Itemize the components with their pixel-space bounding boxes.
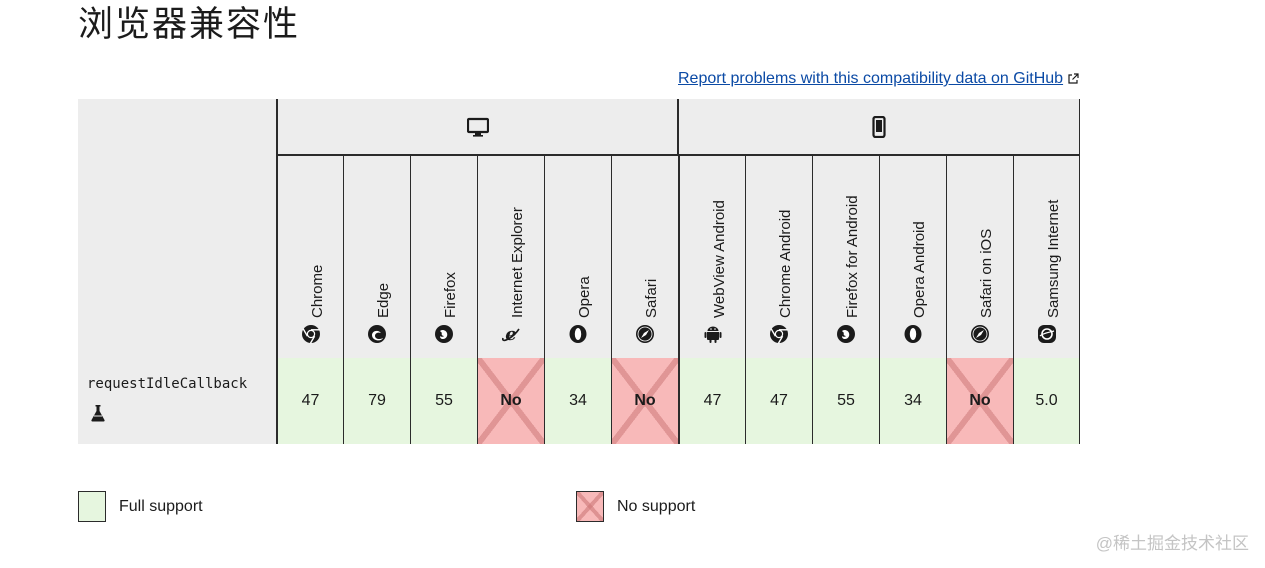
support-cell-internet-explorer[interactable]: No <box>477 358 544 444</box>
browser-header-opera-android: Opera Android <box>879 156 946 358</box>
browser-header-chrome: Chrome <box>276 156 343 358</box>
support-cell-firefox-for-android[interactable]: 55 <box>812 358 879 444</box>
browser-header-firefox-for-android: Firefox for Android <box>812 156 879 358</box>
support-value: 79 <box>368 392 386 409</box>
firefox-icon <box>434 324 454 344</box>
support-cell-opera[interactable]: 34 <box>544 358 611 444</box>
desktop-icon <box>466 117 489 137</box>
chrome-icon <box>769 324 789 344</box>
support-cell-chrome[interactable]: 47 <box>276 358 343 444</box>
support-cell-webview-android[interactable]: 47 <box>678 358 745 444</box>
support-value: No <box>500 392 522 409</box>
safari-icon <box>970 324 990 344</box>
chrome-icon <box>301 324 321 344</box>
feature-name[interactable]: requestIdleCallback <box>87 376 248 392</box>
legend-full-support: Full support <box>78 491 203 522</box>
browser-header-opera: Opera <box>544 156 611 358</box>
feature-row-header: requestIdleCallback <box>78 358 276 444</box>
support-cell-chrome-android[interactable]: 47 <box>745 358 812 444</box>
report-link-label: Report problems with this compatibility … <box>678 70 1064 87</box>
support-cell-edge[interactable]: 79 <box>343 358 410 444</box>
firefox-icon <box>836 324 856 344</box>
support-cell-firefox[interactable]: 55 <box>410 358 477 444</box>
no-support-swatch <box>576 491 604 522</box>
report-problems-link[interactable]: Report problems with this compatibility … <box>678 70 1079 88</box>
edge-icon <box>367 324 387 344</box>
compatibility-table: Chrome Edge Firefox Internet Explorer e Opera… <box>78 99 1080 444</box>
safari-icon <box>635 324 655 344</box>
browser-header-internet-explorer: Internet Explorer e <box>477 156 544 358</box>
browser-header-chrome-android: Chrome Android <box>745 156 812 358</box>
support-value: 47 <box>301 392 320 409</box>
support-value: 34 <box>569 392 587 409</box>
external-link-icon <box>1068 73 1079 84</box>
android-icon <box>703 324 723 344</box>
support-value: 55 <box>837 392 855 409</box>
browser-header-samsung-internet: Samsung Internet <box>1013 156 1080 358</box>
support-cell-opera-android[interactable]: 34 <box>879 358 946 444</box>
support-value: 47 <box>703 392 722 409</box>
svg-text:e: e <box>505 324 516 344</box>
support-value: No <box>634 392 656 409</box>
support-value: 47 <box>770 392 788 409</box>
support-cell-safari[interactable]: No <box>611 358 678 444</box>
support-value: 34 <box>904 392 922 409</box>
browser-header-safari: Safari <box>611 156 678 358</box>
mobile-icon <box>872 115 886 138</box>
full-support-label: Full support <box>119 497 203 515</box>
browser-header-webview-android: WebView Android <box>678 156 745 358</box>
table-corner <box>78 99 276 358</box>
opera-icon <box>568 324 588 344</box>
platform-header-mobile <box>677 99 1080 156</box>
page-title: 浏览器兼容性 <box>78 5 301 45</box>
full-support-swatch <box>78 491 106 522</box>
support-cell-samsung-internet[interactable]: 5.0 <box>1013 358 1080 444</box>
platform-header-desktop <box>276 99 677 156</box>
support-value: 55 <box>435 392 453 409</box>
browser-header-firefox: Firefox <box>410 156 477 358</box>
experimental-flask-icon <box>91 405 105 422</box>
browser-header-safari-on-ios: Safari on iOS <box>946 156 1013 358</box>
samsung-internet-icon <box>1037 324 1057 344</box>
watermark: @稀土掘金技术社区 <box>1095 534 1249 553</box>
ie-icon: e <box>501 324 521 345</box>
browser-header-edge: Edge <box>343 156 410 358</box>
opera-icon <box>903 324 923 344</box>
support-value: No <box>969 392 991 409</box>
support-value: 5.0 <box>1035 392 1058 409</box>
support-cell-safari-on-ios[interactable]: No <box>946 358 1013 444</box>
no-support-label: No support <box>617 497 696 515</box>
legend-no-support: No support <box>576 491 695 522</box>
